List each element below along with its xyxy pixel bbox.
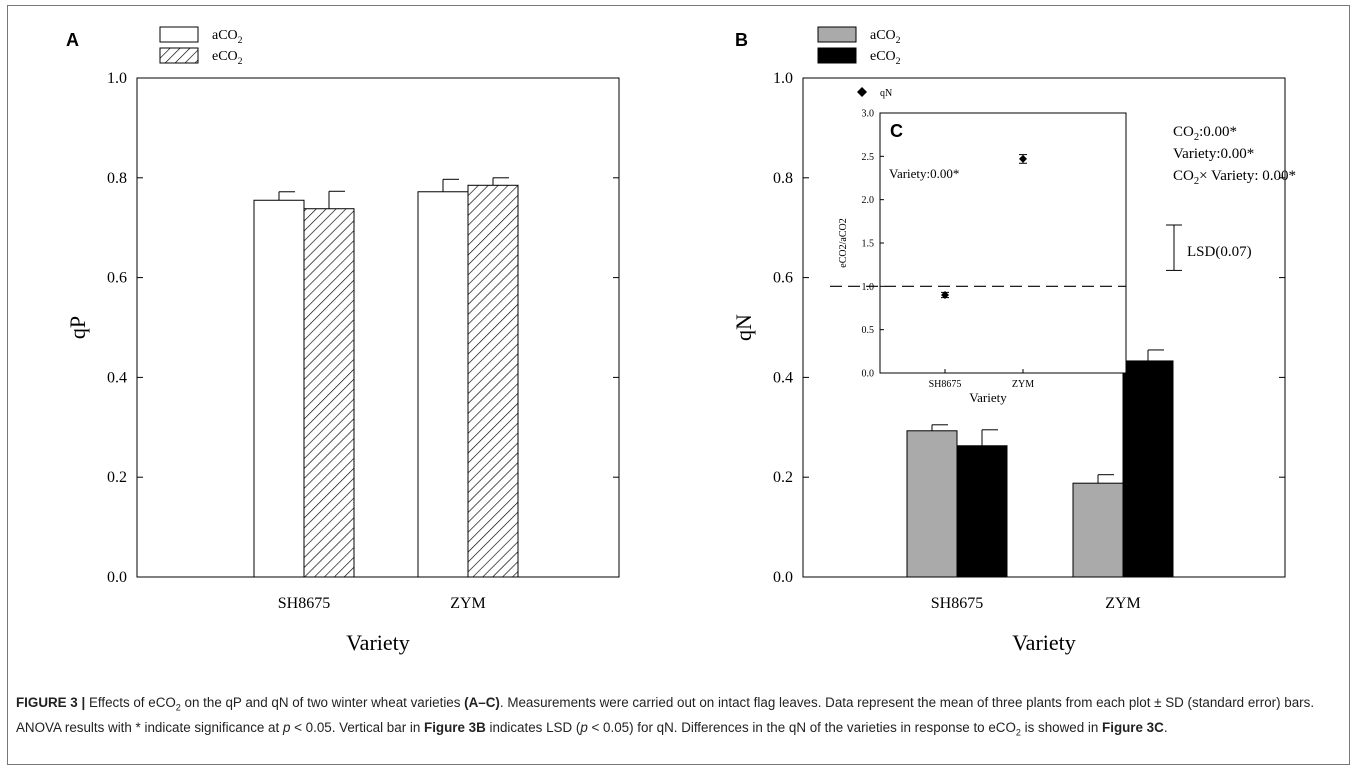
bar (1122, 360, 1174, 578)
panel-letter: A (66, 30, 79, 50)
panel-letter: B (735, 30, 748, 50)
anova-stat: Variety:0.00* (1173, 146, 1254, 162)
caption-label: FIGURE 3 | (16, 695, 86, 710)
y-tick-label: 0.4 (773, 369, 793, 386)
y-tick-label: 0.4 (107, 369, 127, 386)
y-tick-label: 0.6 (107, 270, 127, 287)
legend-swatch (817, 26, 857, 43)
caption-italic: p (282, 719, 291, 735)
figure-caption: FIGURE 3 | Effects of eCO2 on the qP and… (16, 693, 1341, 742)
caption-text: Effects of eCO (85, 695, 176, 710)
caption-text: is showed in (1020, 719, 1103, 735)
y-tick-label: 0.0 (107, 569, 127, 586)
y-tick-label: 1.5 (862, 239, 875, 250)
y-tick-label: 1.0 (862, 282, 875, 293)
y-axis-title: qP (65, 316, 90, 339)
caption-text: . Measurements were carried out on intac… (16, 695, 1315, 735)
caption-sub: 2 (175, 702, 181, 713)
legend-label: aCO2 (212, 28, 243, 46)
x-axis-title: Variety (346, 630, 410, 655)
x-tick-label: SH8675 (929, 379, 962, 390)
y-tick-label: 0.2 (773, 469, 793, 486)
y-tick-label: 0.0 (773, 569, 793, 586)
y-tick-label: 0.6 (773, 270, 793, 287)
bar (253, 199, 305, 578)
data-point (1019, 154, 1027, 163)
figure-frame (7, 5, 1350, 765)
y-axis-title: qN (731, 314, 756, 341)
y-tick-label: 0.8 (107, 170, 127, 187)
x-tick-label: SH8675 (931, 595, 983, 612)
plot-area-B (802, 77, 1286, 578)
legend-swatch (817, 47, 857, 64)
bar (1072, 482, 1124, 578)
caption-text: < 0.05) for qN. Differences in the qN of… (587, 719, 1016, 735)
x-axis-title: Variety (1012, 630, 1076, 655)
inset-annotation: Variety:0.00* (889, 166, 959, 181)
panel-letter: C (890, 121, 903, 141)
x-tick-label: SH8675 (278, 595, 330, 612)
y-tick-label: 0.5 (862, 325, 875, 336)
y-tick-label: 1.0 (773, 70, 793, 87)
y-tick-label: 2.0 (862, 195, 875, 206)
y-tick-label: 2.5 (862, 152, 875, 163)
anova-stat: CO2:0.00* (1173, 124, 1237, 143)
anova-stat: CO2× Variety: 0.00* (1173, 168, 1296, 187)
x-tick-label: ZYM (1012, 379, 1034, 390)
legend-swatch (159, 26, 199, 43)
caption-text: on the qP and qN of two winter wheat var… (180, 695, 465, 710)
legend-label: eCO2 (212, 49, 243, 67)
caption-bold: Figure 3B (424, 719, 486, 735)
bar (906, 430, 958, 578)
caption-text: indicates LSD ( (485, 719, 581, 735)
caption-bold: (A–C) (464, 695, 500, 710)
bar (417, 191, 469, 578)
y-tick-label: 1.0 (107, 70, 127, 87)
legend-label: eCO2 (870, 49, 901, 67)
x-axis-title: Variety (969, 390, 1007, 405)
figure-3-charts: 0.0 0.2 0.4 0.6 0.8 1.0 SH8675 ZYM Variety qP A aCO… (65, 26, 1296, 655)
caption-sub: 2 (1015, 727, 1021, 738)
y-tick-label: 0.2 (107, 469, 127, 486)
caption-bold: Figure 3C (1102, 719, 1164, 735)
lsd-label: LSD(0.07) (1187, 244, 1252, 260)
legend-label: qN (880, 88, 892, 99)
caption-italic: p (580, 719, 588, 735)
bar (467, 184, 519, 578)
y-tick-label: 3.0 (862, 109, 875, 120)
y-axis-title: eCO2/aCO2 (838, 218, 849, 267)
legend-label: aCO2 (870, 28, 901, 46)
y-tick-label: 0.8 (773, 170, 793, 187)
data-point (941, 291, 949, 299)
legend-swatch (159, 47, 199, 64)
caption-text: . (1163, 719, 1168, 735)
y-tick-label: 0.0 (862, 369, 875, 380)
bar (303, 208, 355, 578)
caption-text: < 0.05. Vertical bar in (290, 719, 425, 735)
x-tick-label: ZYM (1105, 595, 1141, 612)
plot-area-C (879, 112, 1127, 374)
plot-area-A (136, 77, 620, 578)
x-tick-label: ZYM (450, 595, 486, 612)
legend-marker (857, 87, 867, 97)
bar (956, 445, 1008, 578)
